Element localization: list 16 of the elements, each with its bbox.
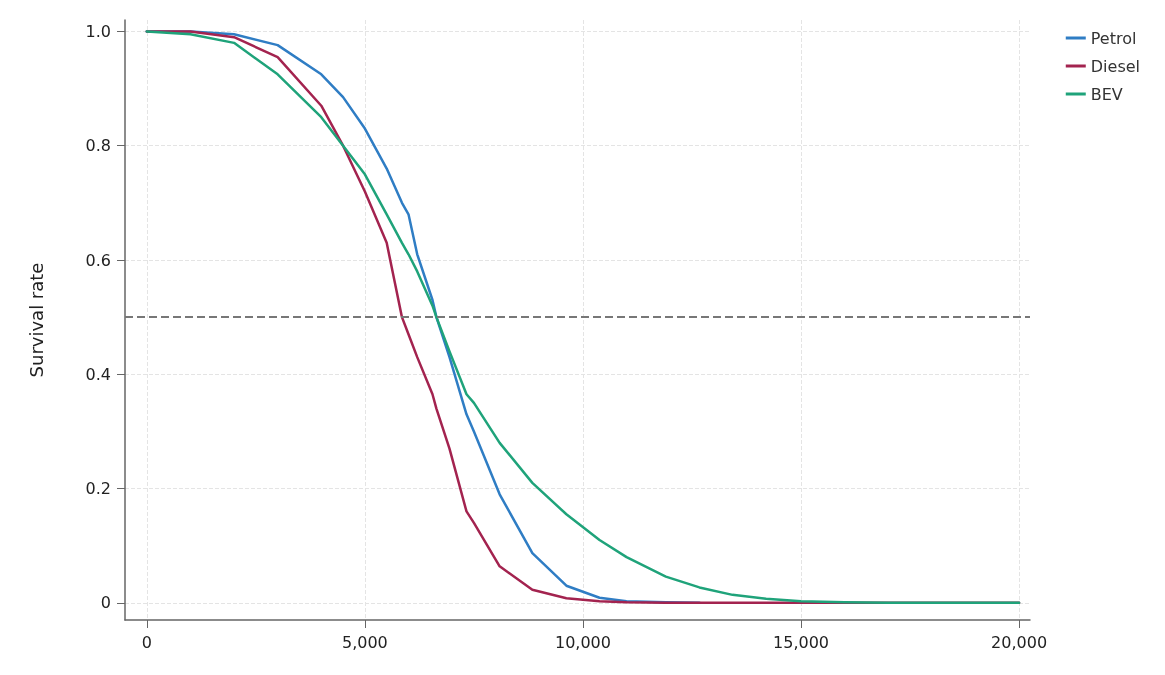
line-series: [145, 30, 1021, 605]
x-tick-label: 10,000: [554, 632, 611, 652]
y-tick-label: 1.0: [85, 21, 111, 41]
y-tick-label: 0.6: [85, 250, 111, 270]
legend-label: BEV: [1090, 84, 1123, 104]
y-tick-label: 0: [100, 593, 111, 613]
y-tick-label: 0.2: [85, 479, 111, 499]
x-tick-label: 5,000: [341, 632, 388, 652]
y-tick-label: 0.8: [85, 136, 111, 156]
y-tick-label: 0.4: [85, 364, 111, 384]
legend-label: Petrol: [1090, 28, 1137, 48]
y-axis-title: Survival rate: [25, 262, 47, 378]
x-tick-label: 20,000: [991, 632, 1048, 652]
x-tick-label: 0: [141, 632, 152, 652]
x-tick-label: 15,000: [773, 632, 830, 652]
legend-label: Diesel: [1090, 56, 1140, 76]
